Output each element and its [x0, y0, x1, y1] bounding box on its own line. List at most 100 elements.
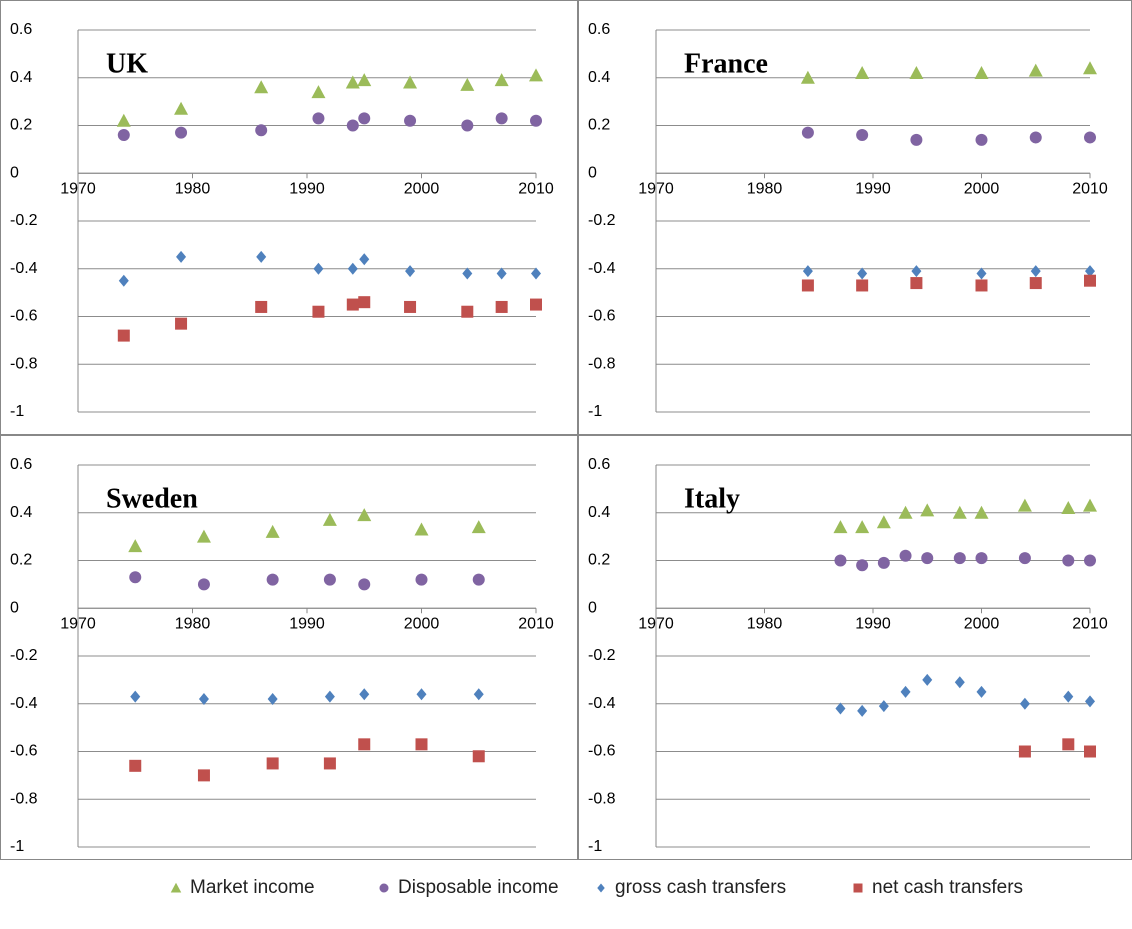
y-tick-label: -0.6: [588, 308, 616, 325]
marker-square: [1084, 274, 1096, 287]
x-tick-label: 2000: [404, 615, 440, 632]
marker-diamond: [1019, 697, 1030, 710]
marker-triangle: [909, 65, 924, 79]
y-tick-label: 0.4: [588, 504, 610, 521]
y-tick-label: -0.4: [10, 695, 38, 712]
marker-circle: [899, 549, 912, 562]
marker-circle: [856, 129, 869, 142]
marker-diamond: [359, 253, 370, 266]
marker-circle: [975, 133, 988, 146]
legend-label: net cash transfers: [872, 877, 1023, 898]
marker-triangle: [1061, 500, 1076, 514]
x-tick-label: 1990: [855, 180, 891, 197]
marker-circle: [834, 554, 847, 567]
marker-square: [1029, 277, 1042, 290]
y-tick-label: 0.2: [588, 552, 610, 569]
marker-circle: [461, 119, 474, 132]
marker-triangle: [494, 73, 509, 87]
marker-diamond: [313, 262, 324, 275]
marker-triangle: [403, 75, 418, 89]
marker-square: [312, 305, 325, 318]
marker-diamond: [416, 688, 427, 701]
marker-triangle: [974, 505, 989, 519]
marker-square: [129, 759, 142, 772]
marker-circle: [175, 126, 188, 139]
x-tick-label: 1980: [175, 180, 211, 197]
y-tick-label: -0.2: [588, 212, 616, 229]
marker-square: [853, 883, 863, 893]
x-tick-label: 2010: [1072, 180, 1108, 197]
marker-circle: [953, 552, 966, 565]
marker-circle: [323, 573, 336, 586]
marker-circle: [472, 573, 485, 586]
marker-square: [495, 300, 508, 313]
panel-title: France: [684, 48, 768, 79]
panel: 0.6 0.4 0.2 0 -0.2 -0.4 -0.6 -0.8 -1 1970 1980 1990…: [0, 435, 578, 860]
x-tick-label: 2010: [518, 615, 554, 632]
marker-circle: [975, 552, 988, 565]
marker-diamond: [835, 702, 846, 715]
marker-triangle: [1017, 498, 1032, 512]
marker-diamond: [911, 265, 922, 278]
marker-square: [1018, 745, 1031, 758]
y-tick-label: 0.2: [10, 552, 32, 569]
y-tick-label: -0.2: [588, 647, 616, 664]
marker-square: [266, 757, 279, 770]
marker-diamond: [954, 676, 965, 689]
panel-title: Italy: [684, 483, 740, 514]
marker-diamond: [878, 700, 889, 713]
marker-diamond: [900, 685, 911, 698]
y-tick-label: -1: [10, 838, 24, 855]
marker-circle: [346, 119, 359, 132]
marker-diamond: [473, 688, 484, 701]
marker-circle: [1029, 131, 1042, 144]
marker-square: [358, 296, 371, 309]
marker-circle: [856, 559, 869, 572]
marker-triangle: [128, 539, 143, 553]
marker-circle: [877, 556, 890, 569]
marker-square: [175, 317, 188, 330]
y-tick-label: 0.4: [588, 69, 610, 86]
y-tick-label: -0.4: [588, 260, 616, 277]
marker-circle: [910, 133, 923, 146]
marker-triangle: [357, 73, 372, 87]
marker-square: [461, 305, 474, 318]
marker-diamond: [1063, 690, 1074, 703]
marker-triangle: [345, 75, 360, 89]
marker-square: [856, 279, 869, 292]
marker-square: [415, 738, 428, 751]
marker-triangle: [254, 80, 269, 94]
marker-triangle: [529, 68, 543, 82]
y-tick-label: 0: [10, 599, 19, 616]
x-tick-label: 2000: [964, 615, 1000, 632]
marker-diamond: [857, 704, 868, 717]
x-tick-label: 1980: [175, 615, 211, 632]
marker-triangle: [311, 85, 326, 99]
marker-triangle: [855, 520, 870, 534]
marker-square: [975, 279, 988, 292]
marker-square: [358, 738, 371, 751]
marker-diamond: [359, 688, 370, 701]
y-tick-label: 0: [588, 599, 597, 616]
marker-diamond: [405, 265, 416, 278]
marker-circle: [801, 126, 814, 139]
panel-title: UK: [106, 48, 148, 79]
y-tick-label: -0.6: [588, 743, 616, 760]
panel-border: [578, 0, 1132, 435]
marker-triangle: [800, 70, 815, 84]
y-tick-label: 0.4: [10, 69, 32, 86]
y-tick-label: -0.8: [10, 355, 38, 372]
marker-circle: [358, 578, 371, 591]
marker-square: [117, 329, 130, 342]
y-tick-label: -1: [588, 403, 602, 420]
y-tick-label: -1: [10, 403, 24, 420]
x-tick-label: 2000: [404, 180, 440, 197]
marker-circle: [1084, 131, 1096, 144]
marker-diamond: [118, 274, 129, 287]
marker-square: [910, 277, 923, 290]
marker-square: [197, 769, 210, 782]
marker-diamond: [267, 692, 278, 705]
panel-border: [578, 435, 1132, 860]
marker-diamond: [976, 267, 987, 280]
